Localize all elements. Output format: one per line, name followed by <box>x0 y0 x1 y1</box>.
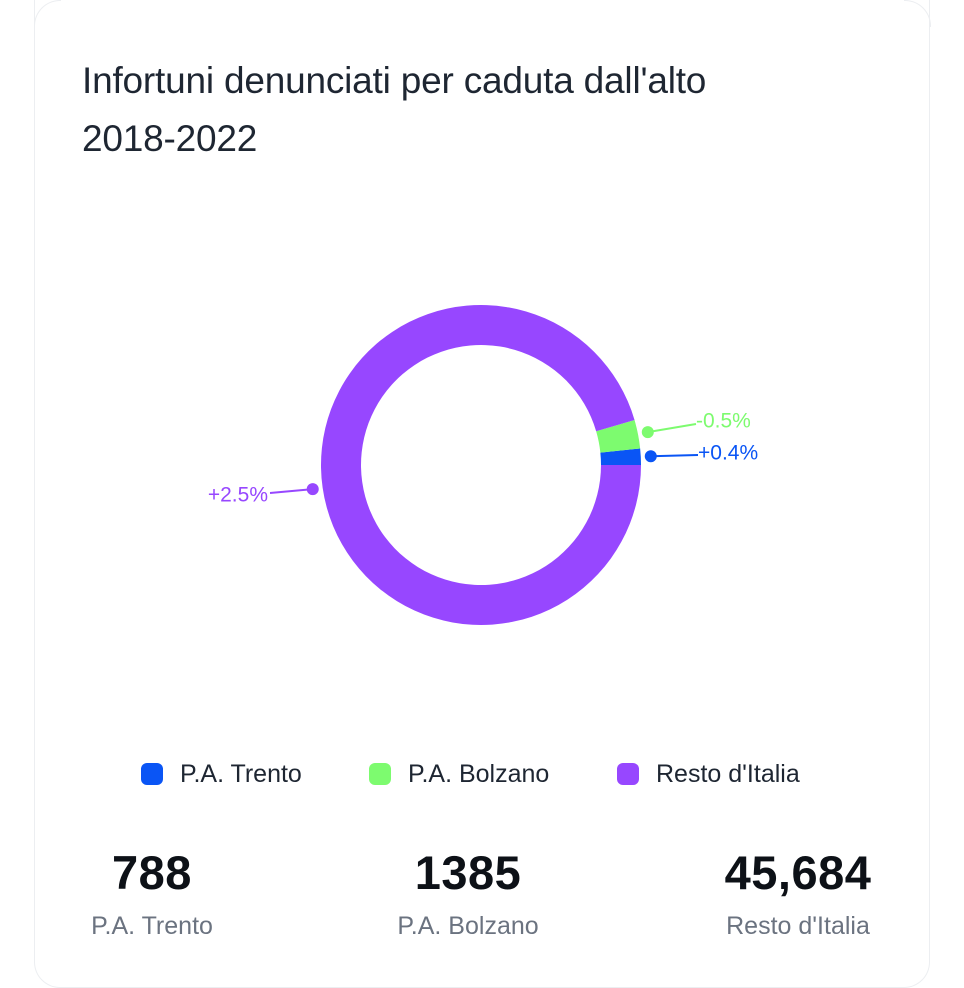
legend-label-bolzano: P.A. Bolzano <box>408 759 550 788</box>
legend-swatch-trento <box>141 763 163 785</box>
stat-value-trento: 788 <box>112 846 192 899</box>
stat-resto: 45,684 Resto d'Italia <box>708 845 888 943</box>
donut-slice-trento[interactable] <box>600 448 641 465</box>
donut-slice-bolzano[interactable] <box>596 419 641 453</box>
legend-label-resto: Resto d'Italia <box>656 759 800 788</box>
callout-line-trento <box>650 454 699 458</box>
legend-label-trento: P.A. Trento <box>180 759 302 788</box>
donut-slice-resto[interactable] <box>321 304 641 625</box>
stat-value-bolzano: 1385 <box>414 846 522 899</box>
stat-label-bolzano: P.A. Bolzano <box>397 912 539 940</box>
callout-dot-bolzano <box>641 426 654 439</box>
donut-chart: +0.4% -0.5% +2.5% <box>208 304 758 625</box>
stat-label-resto: Resto d'Italia <box>726 912 870 940</box>
callout-line-bolzano <box>647 423 697 434</box>
data-label-resto: +2.5% <box>208 484 268 507</box>
chart-card <box>34 0 930 988</box>
chart-title-line1: Infortuni denunciati per caduta dall'alt… <box>82 60 707 101</box>
legend-item-resto[interactable]: Resto d'Italia <box>617 752 800 796</box>
callout-line-resto <box>269 488 313 494</box>
chart-title-line2: 2018-2022 <box>82 118 258 159</box>
stat-value-resto: 45,684 <box>724 846 872 899</box>
chart-legend: P.A. Trento P.A. Bolzano Resto d'Italia <box>0 752 964 796</box>
callout-dot-resto <box>306 483 319 496</box>
callout-dot-trento <box>644 450 657 463</box>
legend-swatch-resto <box>617 763 639 785</box>
data-label-trento: +0.4% <box>698 442 758 465</box>
stat-bolzano: 1385 P.A. Bolzano <box>382 845 554 943</box>
stat-trento: 788 P.A. Trento <box>82 845 222 943</box>
legend-swatch-bolzano <box>369 763 391 785</box>
chart-title: Infortuni denunciati per caduta dall'alt… <box>82 52 842 168</box>
data-label-bolzano: -0.5% <box>696 410 751 433</box>
stat-label-trento: P.A. Trento <box>91 912 213 940</box>
legend-item-trento[interactable]: P.A. Trento <box>141 752 302 796</box>
legend-item-bolzano[interactable]: P.A. Bolzano <box>369 752 549 796</box>
